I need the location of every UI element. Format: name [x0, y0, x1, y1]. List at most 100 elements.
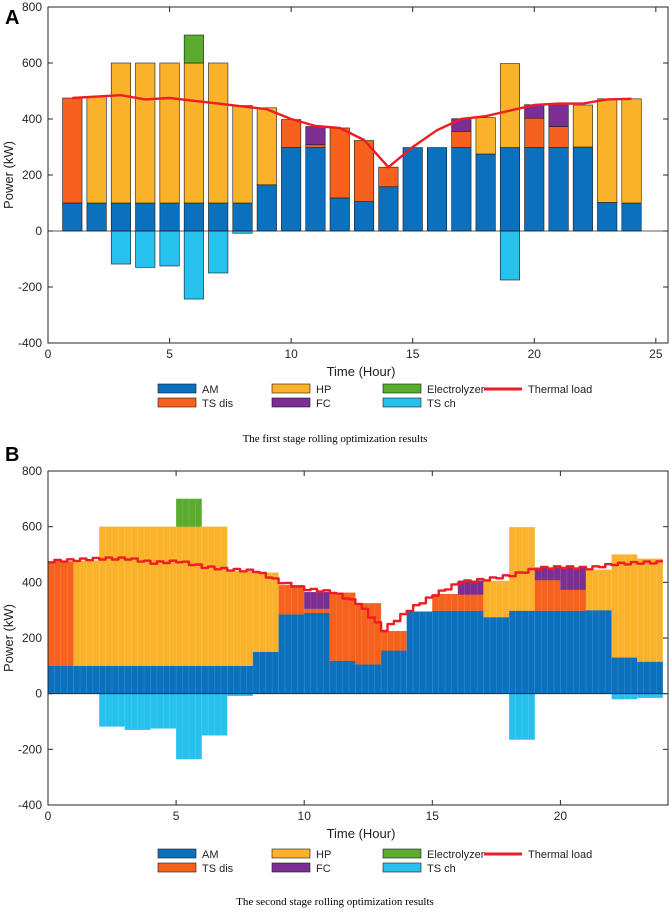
legend-label-am: AM [202, 849, 219, 861]
legend-swatch-ts-ch [382, 397, 422, 408]
bar-ts-dis [534, 580, 561, 611]
bar-am [183, 202, 204, 232]
bar-ts-dis [524, 117, 545, 148]
legend-label-hp: HP [316, 384, 331, 396]
bar-hp [611, 554, 638, 658]
bar-am [548, 147, 569, 232]
thermal-load-line [48, 556, 663, 633]
legend-label-am: AM [202, 384, 219, 396]
panel-a-y-axis-label: Power (kW) [1, 141, 16, 209]
bar-hp [110, 62, 131, 204]
bar-hp [175, 526, 202, 666]
y-tick-label: 0 [35, 224, 42, 238]
y-tick-label: 800 [22, 0, 42, 14]
panel-a-legend: AM HP Electrolyzer Thermal load TS dis FC TS c… [157, 383, 592, 410]
bar-ts-dis [378, 166, 399, 188]
legend-label-thermal-load: Thermal load [528, 849, 592, 861]
bar-hp [135, 62, 156, 204]
legend-label-hp: HP [316, 849, 331, 861]
bar-ts-ch [159, 230, 180, 267]
bar-ts-ch [208, 230, 229, 274]
bar-hp [499, 63, 520, 148]
panel-a-plot-area: -400 -200 0 200 400 600 800 0 5 10 15 20 25 [18, 0, 669, 361]
x-tick-label: 0 [45, 347, 52, 361]
legend-label-thermal-load: Thermal load [528, 384, 592, 396]
bar-hp [227, 571, 254, 666]
bar-ts-ch [110, 230, 131, 265]
legend-swatch-ts-dis [157, 862, 197, 873]
bar-electrolyzer [183, 34, 204, 64]
x-tick-label: 15 [426, 809, 440, 823]
bars [62, 34, 642, 300]
y-tick-label: -200 [18, 280, 42, 294]
legend-swatch-hp [271, 848, 311, 859]
panel-b-y-axis-label: Power (kW) [1, 604, 16, 672]
bar-hp [183, 62, 204, 204]
bar-ts-dis [62, 97, 83, 204]
bar-am [73, 665, 100, 694]
bar-am [232, 202, 253, 232]
bar-am [534, 610, 561, 694]
bar-am [432, 610, 459, 694]
bar-am [585, 610, 612, 694]
bar-am [597, 202, 618, 232]
bar-am [175, 665, 202, 694]
bar-hp [159, 62, 180, 204]
bar-am [305, 147, 326, 232]
bar-hp [256, 107, 277, 186]
bar-electrolyzer [175, 498, 202, 527]
bar-ts-ch [509, 693, 535, 740]
x-tick-label: 20 [528, 347, 542, 361]
bar-am [406, 611, 433, 694]
bar-ts-ch [201, 693, 228, 736]
bar-ts-dis [278, 585, 305, 615]
x-tick-label: 15 [406, 347, 420, 361]
panel-b-x-axis-label: Time (Hour) [327, 826, 396, 841]
x-tick-label: 10 [284, 347, 298, 361]
bar-am [281, 147, 302, 232]
bar-am [354, 201, 375, 232]
panel-b-legend: AM HP Electrolyzer Thermal load TS dis FC TS c… [157, 848, 592, 875]
bar-ts-dis [329, 592, 356, 661]
x-tick-label: 20 [554, 809, 568, 823]
bar-ts-dis [329, 127, 350, 199]
y-tick-label: 400 [22, 575, 42, 589]
panel-b-plot-area: -400 -200 0 200 400 600 800 0 5 10 15 20 [18, 464, 669, 823]
legend-swatch-ts-ch [382, 862, 422, 873]
bar-ts-dis [281, 119, 302, 148]
legend-label-fc: FC [316, 398, 331, 410]
legend-label-ts-dis: TS dis [202, 863, 234, 875]
panel-a: A Power (kW) Time (Hour) -400-2000200400… [1, 0, 669, 445]
y-tick-label: 200 [22, 631, 42, 645]
legend-swatch-fc [271, 397, 311, 408]
bar-am [402, 147, 423, 232]
bar-am [256, 184, 277, 232]
y-tick-label: -400 [18, 336, 42, 350]
bar-am [150, 665, 177, 694]
bar-am [124, 665, 151, 694]
panel-b-caption: The second stage rolling optimization re… [236, 896, 434, 908]
bar-am [499, 147, 520, 232]
bar-am [159, 202, 180, 232]
x-tick-label: 5 [166, 347, 173, 361]
x-tick-label: 0 [45, 809, 52, 823]
bar-am [378, 186, 399, 232]
bar-ts-dis [354, 140, 375, 202]
legend-swatch-hp [271, 383, 311, 394]
bar-ts-ch [124, 693, 151, 730]
bar-texture [47, 493, 664, 767]
panel-a-label: A [5, 7, 19, 29]
legend-swatch-ts-dis [157, 397, 197, 408]
legend-label-electrolyzer: Electrolyzer [427, 849, 485, 861]
x-tick-label: 10 [298, 809, 312, 823]
bar-hp [597, 98, 618, 203]
plot-frame [47, 6, 669, 344]
bar-am [426, 147, 448, 232]
legend-swatch-am [157, 848, 197, 859]
bar-am [329, 660, 356, 694]
bar-hp [483, 580, 510, 618]
bar-am [208, 202, 229, 232]
bars [47, 493, 664, 767]
bar-am [278, 614, 305, 694]
